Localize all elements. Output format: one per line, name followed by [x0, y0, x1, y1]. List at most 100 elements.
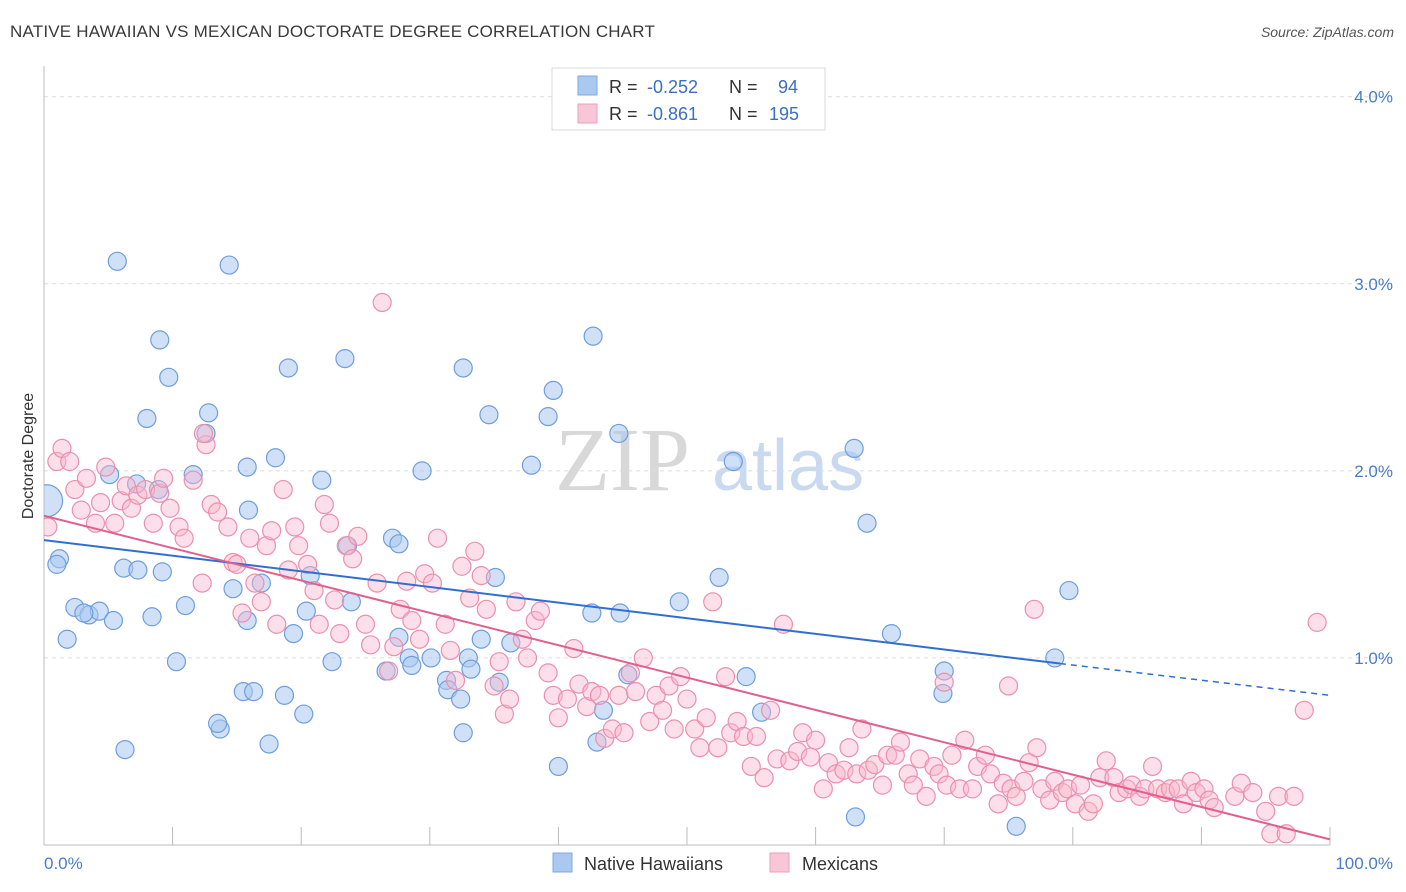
hawaiian-point-36 [283, 624, 304, 644]
hawaiian-point-23 [142, 607, 162, 627]
legend-r-value-2: -0.861 [647, 104, 698, 124]
mexican-point-8 [90, 493, 111, 513]
hawaiian-point-21 [152, 562, 172, 582]
mexican-point-20 [169, 517, 189, 537]
mexican-point-105 [685, 719, 705, 739]
legend-r-label-1: R = [609, 77, 638, 97]
mexican-points [44, 292, 1327, 844]
mexican-point-82 [538, 663, 558, 683]
hawaiian-point-12 [150, 330, 170, 350]
hawaiian-point-56 [471, 629, 491, 649]
mexican-point-170 [1104, 768, 1124, 788]
hawaiian-point-29 [238, 500, 259, 520]
mexican-point-137 [890, 732, 911, 752]
mexican-point-54 [367, 573, 387, 593]
mexican-point-93 [609, 685, 629, 705]
hawaiian-point-22 [128, 560, 148, 580]
mexican-point-32 [240, 528, 260, 548]
mexican-point-179 [1160, 779, 1181, 799]
hawaiian-point-80 [881, 624, 902, 644]
mexican-point-135 [878, 745, 898, 765]
hawaiian-point-2 [47, 554, 67, 574]
hawaiian-point-85 [1059, 580, 1079, 601]
mexican-point-18 [153, 468, 174, 488]
mexican-point-151 [980, 764, 1001, 784]
legend-n-label-1: N = [729, 77, 758, 97]
hawaiian-point-17 [183, 464, 203, 485]
bottom-legend-swatch-hawaiian [552, 852, 573, 873]
mexican-point-0 [44, 517, 58, 537]
hawaiian-point-26 [223, 579, 243, 599]
mexican-point-70 [465, 541, 485, 561]
legend-swatch-mexican [577, 103, 598, 124]
mexican-point-41 [289, 536, 309, 556]
mexican-point-43 [304, 580, 324, 601]
mexican-point-148 [962, 779, 983, 799]
mexican-point-76 [499, 689, 520, 709]
mexican-point-42 [298, 554, 318, 574]
trend-lines [43, 514, 1331, 841]
mexican-point-152 [988, 794, 1008, 814]
mexican-point-88 [577, 696, 597, 717]
hawaiian-point-61 [521, 455, 541, 475]
mexican-point-143 [929, 764, 949, 784]
mexican-point-106 [690, 738, 710, 758]
bottom-legend-label-mexican: Mexicans [802, 854, 878, 874]
mexican-point-184 [1194, 779, 1214, 799]
mexican-point-23 [192, 573, 212, 593]
mexican-point-60 [402, 610, 422, 631]
source-label: Source: ZipAtlas.com [1260, 24, 1394, 40]
mexican-point-80 [525, 610, 545, 631]
mexican-point-84 [548, 708, 569, 728]
mexican-point-190 [1256, 801, 1276, 821]
mexican-point-129 [839, 738, 859, 758]
hawaiian-point-51 [453, 723, 473, 743]
mexican-point-83 [543, 685, 563, 705]
hawaiian-point-82 [934, 661, 954, 681]
mexican-point-123 [800, 747, 821, 767]
y-tick-label-3: 4.0% [1354, 88, 1393, 107]
mexican-point-22 [183, 470, 203, 490]
axes [43, 66, 1331, 846]
mexican-point-116 [754, 768, 774, 788]
mexican-point-194 [1284, 786, 1304, 806]
mexican-point-65 [435, 614, 455, 634]
mexican-point-68 [452, 556, 472, 576]
hawaiian-point-13 [159, 367, 179, 387]
mexican-point-52 [355, 614, 376, 634]
hawaiian-point-50 [451, 689, 471, 709]
mexican-point-92 [602, 719, 623, 739]
mexican-point-192 [1268, 786, 1289, 806]
mexican-point-98 [640, 711, 660, 732]
mexican-point-77 [506, 592, 526, 612]
mexican-point-46 [319, 513, 340, 533]
hawaiian-point-15 [199, 403, 219, 423]
mexican-point-115 [746, 726, 767, 747]
mexican-point-10 [105, 513, 125, 533]
hawaiian-point-10 [107, 251, 127, 271]
hawaiian-point-86 [294, 704, 314, 724]
mexican-point-48 [330, 624, 350, 644]
mexican-point-147 [955, 730, 975, 750]
legend-swatch-hawaiian [577, 75, 598, 96]
mexican-point-56 [379, 661, 399, 681]
legend-n-value-1: 94 [778, 77, 798, 97]
legend-r-value-1: -0.252 [647, 77, 698, 97]
hawaiian-point-30 [237, 457, 257, 477]
hawaiian-point-90 [115, 739, 135, 760]
mexican-point-130 [847, 764, 867, 784]
mexican-point-25 [193, 423, 214, 444]
mexican-point-21 [174, 528, 194, 548]
mexican-point-158 [1027, 738, 1047, 758]
mexican-point-74 [489, 652, 509, 672]
hawaiian-point-79 [845, 807, 866, 827]
mexican-point-128 [834, 760, 854, 780]
hawaiian-point-46 [402, 655, 422, 676]
hawaiian-point-3 [57, 629, 77, 649]
hawaiian-point-76 [736, 667, 756, 687]
mexican-point-9 [96, 457, 116, 477]
mexican-point-104 [677, 689, 697, 709]
hawaiian-point-64 [583, 326, 603, 346]
hawaiian-point-65 [609, 423, 629, 444]
hawaiian-point-31 [265, 448, 286, 468]
